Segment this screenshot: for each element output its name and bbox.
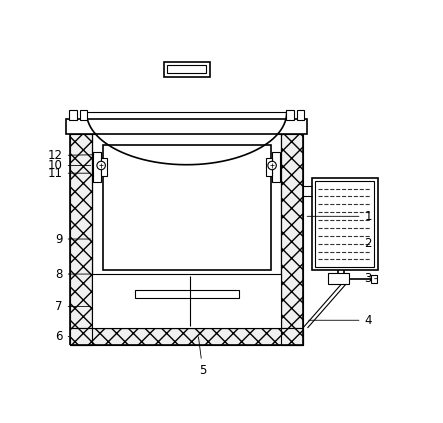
Bar xyxy=(163,61,210,77)
Bar xyxy=(371,275,377,283)
Bar xyxy=(66,118,307,134)
Bar xyxy=(281,134,303,345)
Text: 10: 10 xyxy=(48,159,91,172)
Bar xyxy=(167,66,206,73)
Text: 7: 7 xyxy=(55,300,91,313)
Text: 9: 9 xyxy=(55,233,91,245)
Polygon shape xyxy=(86,113,287,165)
Bar xyxy=(92,134,281,328)
Bar xyxy=(103,146,271,270)
Circle shape xyxy=(97,161,105,170)
Bar xyxy=(92,274,281,328)
Bar xyxy=(312,178,377,270)
Text: 11: 11 xyxy=(48,167,91,180)
Bar xyxy=(80,110,87,120)
Bar xyxy=(70,328,303,345)
Text: 5: 5 xyxy=(198,337,206,377)
Bar xyxy=(93,151,101,182)
Text: 1: 1 xyxy=(307,210,372,223)
Bar xyxy=(70,134,92,345)
Bar xyxy=(327,273,349,284)
Text: 8: 8 xyxy=(55,268,91,280)
Bar xyxy=(266,158,272,176)
Circle shape xyxy=(268,161,276,170)
Text: 6: 6 xyxy=(55,330,69,343)
Text: 2: 2 xyxy=(365,237,377,250)
Bar xyxy=(286,110,294,120)
Text: 4: 4 xyxy=(309,314,372,327)
Bar xyxy=(69,110,77,120)
Text: 3: 3 xyxy=(365,272,377,285)
Bar xyxy=(272,151,280,182)
Bar xyxy=(135,290,239,298)
Bar xyxy=(315,181,374,267)
Bar xyxy=(297,110,304,120)
Text: 12: 12 xyxy=(48,149,94,162)
Bar xyxy=(101,158,107,176)
